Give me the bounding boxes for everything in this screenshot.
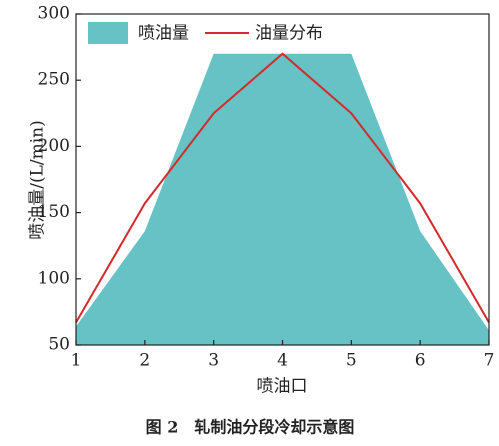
x-tick-label: 6 — [415, 351, 426, 371]
x-tick-label: 5 — [346, 351, 357, 371]
x-tick-label: 4 — [277, 351, 288, 371]
x-tick-label: 1 — [71, 351, 82, 371]
caption: 图 2 轧制油分段冷却示意图 — [146, 418, 355, 437]
x-axis-label: 喷油口 — [257, 377, 308, 397]
area — [76, 53, 489, 345]
legend-swatch — [88, 22, 128, 44]
y-tick-label: 300 — [38, 4, 70, 24]
y-tick-label: 150 — [38, 202, 70, 222]
y-axis-label: 喷油量/(L/min) — [28, 120, 48, 240]
legend-label: 喷油量 — [138, 24, 189, 44]
legend-label: 油量分布 — [255, 24, 323, 44]
y-tick-label: 200 — [38, 136, 70, 156]
y-tick-label: 100 — [38, 268, 70, 288]
line — [75, 52, 490, 323]
y-tick-label: 50 — [48, 335, 70, 355]
x-tick-label: 2 — [139, 351, 150, 371]
x-tick-label: 7 — [484, 351, 495, 371]
x-tick-label: 3 — [208, 351, 219, 371]
y-tick-label: 250 — [38, 70, 70, 90]
